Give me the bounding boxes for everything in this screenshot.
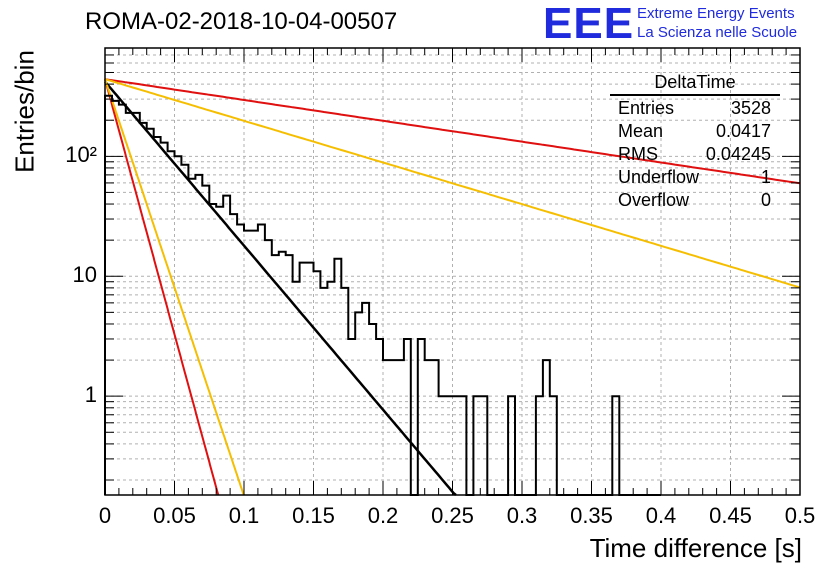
eee-logo: EEE [543, 0, 635, 48]
y-tick-label: 10 [72, 262, 97, 288]
logo-line-1: Extreme Energy Events [637, 5, 795, 22]
y-tick-label: 10² [65, 142, 97, 168]
stats-row: Underflow 1 [610, 166, 780, 189]
stats-row: Overflow 0 [610, 189, 780, 212]
stats-label: Underflow [618, 167, 700, 187]
x-tick-label: 0.05 [153, 503, 196, 528]
chart-title: ROMA-02-2018-10-04-00507 [85, 8, 398, 35]
x-tick-label: 0.1 [228, 503, 260, 528]
histogram-deltatime [104, 94, 661, 496]
curve-red-slow [104, 78, 801, 185]
curve-red-fast [104, 78, 220, 496]
x-tick-label: 0.35 [570, 503, 613, 528]
logo-line-2: La Scienza nelle Scuole [637, 24, 798, 41]
x-tick-label: 0.45 [709, 503, 752, 528]
stats-value: 1 [760, 167, 771, 187]
x-tick-label: 0.2 [367, 503, 399, 528]
stats-value: 3528 [730, 98, 771, 118]
stats-label: Entries [618, 98, 675, 118]
stats-title: DeltaTime [610, 72, 780, 96]
stats-label: RMS [618, 144, 658, 164]
stats-label: Overflow [618, 190, 690, 210]
curve-fit [104, 80, 457, 496]
x-tick-label: 0.4 [645, 503, 677, 528]
stats-row: Entries 3528 [610, 97, 780, 120]
stats-label: Mean [618, 121, 664, 141]
stats-value: 0.04245 [705, 144, 771, 164]
stats-box: DeltaTime Entries 3528 Mean 0.0417 RMS 0.0424… [610, 72, 780, 212]
y-tick-label: 1 [84, 382, 97, 408]
x-tick-label: 0.5 [784, 503, 816, 528]
curve-yellow-slow [104, 78, 801, 289]
x-tick-label: 0.3 [506, 503, 538, 528]
x-tick-label: 0.25 [431, 503, 474, 528]
curve-yellow-fast [104, 78, 245, 496]
x-tick-label: 0.15 [292, 503, 335, 528]
stats-value: 0 [760, 190, 771, 210]
stats-row: RMS 0.04245 [610, 143, 780, 166]
x-tick-label: 0 [98, 503, 112, 528]
x-axis-label: Time difference [s] [589, 533, 802, 563]
stats-value: 0.0417 [715, 121, 771, 141]
stats-row: Mean 0.0417 [610, 120, 780, 143]
